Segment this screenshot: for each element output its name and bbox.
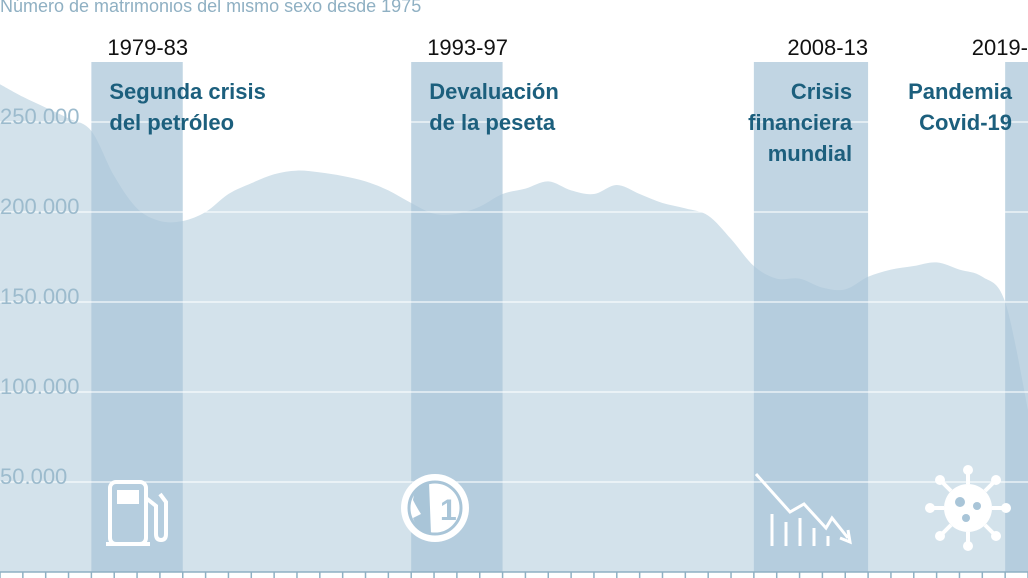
y-tick-label: 100.000 xyxy=(0,374,80,399)
y-tick-label: 200.000 xyxy=(0,194,80,219)
period-icons: 1 xyxy=(106,465,1011,551)
period-label: 2008-13 xyxy=(787,35,868,60)
event-label: mundial xyxy=(768,141,852,166)
period-labels: 1979-83 Segunda crisis del petróleo 1993-97… xyxy=(107,35,1028,166)
period-band xyxy=(753,62,869,572)
gridlines xyxy=(0,121,1028,483)
falling-chart-icon xyxy=(754,472,852,546)
y-tick-label: 150.000 xyxy=(0,284,80,309)
y-tick-label: 250.000 xyxy=(0,104,80,129)
period-label: 1993-97 xyxy=(427,35,508,60)
event-label: de la peseta xyxy=(429,110,556,135)
event-label: Crisis xyxy=(791,79,852,104)
gas-pump-icon xyxy=(106,480,168,546)
event-label: Covid-19 xyxy=(919,110,1012,135)
event-label: del petróleo xyxy=(109,110,234,135)
svg-text:1: 1 xyxy=(440,494,457,527)
chart-subtitle: Número de matrimonios del mismo sexo des… xyxy=(0,0,421,16)
event-label: Devaluación xyxy=(429,79,559,104)
event-label: Pandemia xyxy=(908,79,1013,104)
event-label: Segunda crisis xyxy=(109,79,266,104)
period-label: 2019- xyxy=(972,35,1028,60)
x-axis xyxy=(0,571,1028,578)
period-band xyxy=(91,62,183,572)
virus-icon xyxy=(925,465,1011,551)
period-band xyxy=(1005,62,1028,572)
y-axis-ticks: 250.000 200.000 150.000 100.000 50.000 xyxy=(0,104,80,489)
peseta-coin-icon: 1 xyxy=(401,474,469,542)
event-label: financiera xyxy=(748,110,853,135)
y-tick-label: 50.000 xyxy=(0,464,67,489)
period-label: 1979-83 xyxy=(107,35,188,60)
